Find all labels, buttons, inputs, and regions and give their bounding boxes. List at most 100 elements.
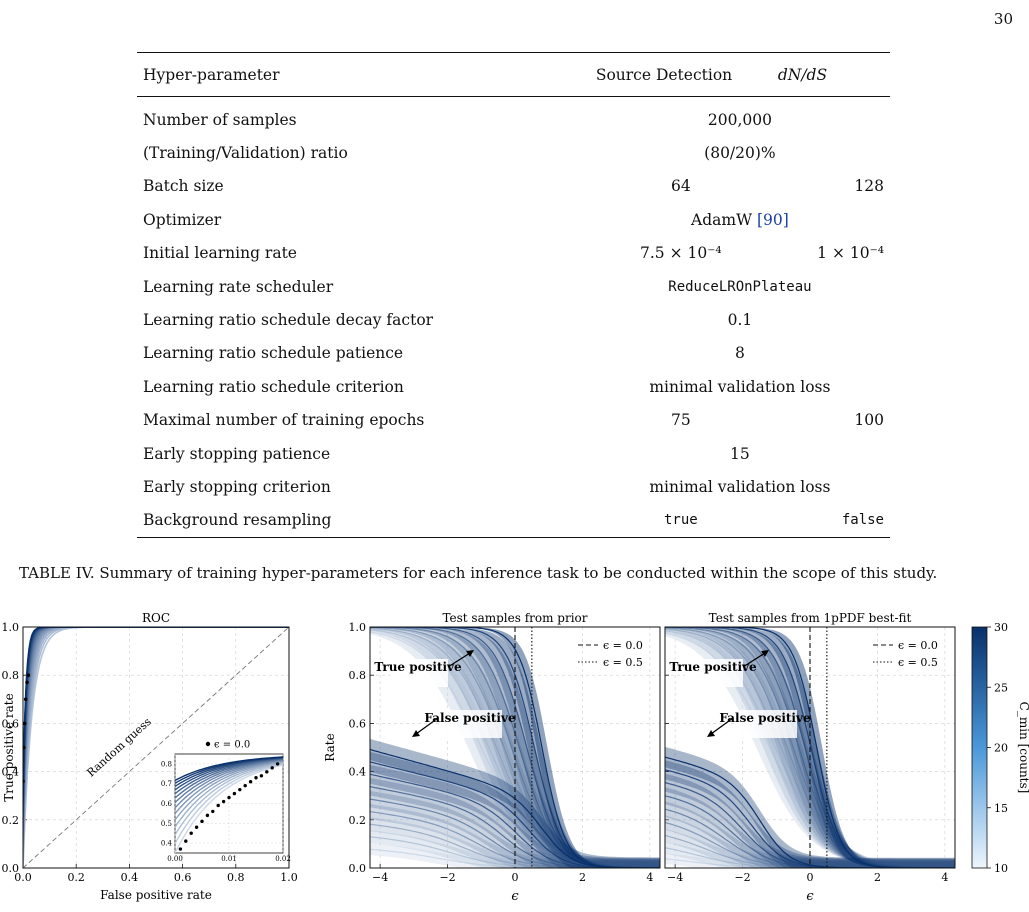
- table-row: (Training/Validation) ratio (80/20)%: [137, 136, 890, 169]
- arrow: [447, 652, 471, 668]
- colorbar-tick-label: 20: [994, 742, 1008, 755]
- x-tick-label: −4: [667, 871, 683, 884]
- inset-point: [275, 762, 280, 766]
- source-detection-cell: 75: [670, 411, 691, 430]
- random-guess-line: [23, 627, 289, 868]
- uncertainty-band: [370, 817, 660, 868]
- value-text: (80/20)%: [704, 144, 776, 163]
- dnds-cell: 100: [854, 411, 884, 430]
- table-row: Learning ratio schedule decay factor 0.1: [137, 303, 890, 336]
- inset-curve: [175, 763, 283, 844]
- inset-point: [221, 799, 226, 804]
- y-axis-label: Rate: [323, 733, 337, 761]
- roc-point: [26, 673, 31, 677]
- value-cell: 0.1: [590, 303, 890, 336]
- value-text: 200,000: [707, 110, 772, 129]
- table-row: Number of samples 200,000: [137, 97, 890, 137]
- value-cell: minimal validation loss: [590, 470, 890, 503]
- x-tick-label: −2: [734, 871, 750, 884]
- value-text: AdamW: [691, 210, 753, 229]
- uncertainty-band: [665, 629, 955, 868]
- table-row: Early stopping criterion minimal validati…: [137, 470, 890, 503]
- y-tick-label: 0.4: [2, 766, 20, 779]
- y-tick-label: 0.0: [2, 862, 20, 875]
- inset-point: [200, 819, 204, 824]
- colorbar: 10 15 20 25 30 C_min [counts]: [971, 621, 1029, 875]
- table-row: Batch size 64 128: [137, 170, 890, 203]
- value-cell: AdamW [90]: [590, 203, 890, 236]
- uncertainty-band: [665, 746, 955, 868]
- arrow-head: [707, 730, 715, 737]
- colorbar-tick-label: 10: [994, 862, 1008, 875]
- inset-curves: [175, 756, 283, 853]
- uncertainty-band: [665, 801, 955, 868]
- value-cell: ReduceLROnPlateau: [590, 270, 890, 303]
- inset-curve: [175, 756, 283, 782]
- rate-line: [665, 769, 955, 868]
- value-cell: 8: [590, 337, 890, 370]
- inset-point: [184, 839, 188, 843]
- uncertainty-band: [665, 828, 955, 868]
- table-row: Initial learning rate 7.5 × 10⁻⁴ 1 × 10⁻⁴: [137, 237, 890, 270]
- table-row: Maximal number of training epochs 75 100: [137, 404, 890, 437]
- param-cell: Learning ratio schedule criterion: [143, 377, 404, 396]
- arrow: [710, 717, 734, 735]
- inset-legend-label: ϵ = 0.0: [214, 740, 250, 751]
- rate-line: [370, 836, 660, 868]
- x-axis-label: ϵ: [511, 889, 519, 904]
- chart-title: Test samples from 1pPDF best-fit: [709, 611, 912, 625]
- header-hyper-parameter: Hyper-parameter: [137, 52, 590, 97]
- chart-title: Test samples from prior: [442, 611, 587, 625]
- table-row: Background resampling true false: [137, 503, 890, 539]
- page-number: 30: [993, 10, 1013, 28]
- true-positive-label: True positive: [374, 660, 462, 674]
- axes-frame: [664, 626, 956, 869]
- random-guess-label: Random guess: [84, 715, 154, 780]
- x-tick-label: −4: [372, 871, 388, 884]
- param-cell: Learning rate scheduler: [143, 277, 334, 296]
- inset-point: [216, 803, 220, 808]
- inset-point: [254, 776, 258, 780]
- y-tick-label: 1.0: [349, 621, 367, 634]
- y-tick-label: 0.0: [349, 862, 367, 875]
- colorbar-tick-label: 30: [994, 621, 1008, 634]
- header-source-detection: Source Detection: [589, 52, 772, 97]
- dnds-cell: 1 × 10⁻⁴: [817, 244, 884, 263]
- roc-panel: 0.0 0.2 0.4 0.6 0.8 1.0 0.0 0.2 0.4 0.6 0.8 1.0 ROC F…: [2, 611, 298, 902]
- x-tick-label: 0: [807, 871, 814, 884]
- uncertainty-band: [370, 777, 660, 868]
- dnds-cell: false: [771, 503, 890, 539]
- rate-line: [665, 756, 955, 868]
- annotation-bg: [440, 710, 502, 738]
- dnds-cell: 128: [854, 177, 884, 196]
- value-text: 0.1: [727, 311, 753, 330]
- inset-point: [265, 770, 269, 774]
- source-detection-cell: 7.5 × 10⁻⁴: [640, 244, 722, 263]
- param-cell: Batch size: [143, 177, 224, 196]
- hyperparameter-table: Hyper-parameter Source Detection dN/dS N…: [137, 52, 890, 539]
- roc-point: [23, 697, 28, 702]
- true-positive-label: True positive: [669, 660, 757, 674]
- y-tick-label: 0.8: [349, 669, 367, 682]
- colorbar-label: C_min [counts]: [1017, 702, 1029, 794]
- colorbar-tick-label: 25: [994, 681, 1008, 694]
- inset-point: [189, 831, 193, 835]
- uncertainty-band: [370, 804, 660, 868]
- param-cell: Background resampling: [137, 503, 590, 539]
- citation-link[interactable]: [90]: [756, 210, 789, 229]
- arrow-head: [466, 650, 474, 657]
- roc-point: [25, 680, 29, 685]
- annotation-bg: [390, 659, 448, 687]
- roc-point: [23, 721, 27, 726]
- inset-point: [270, 766, 274, 770]
- prior-panel: −4 −2 0 2 4 0.0 0.2 0.4 0.6 0.8 1.0 Test samples fr…: [323, 611, 661, 904]
- y-axis-label: True positive rate: [2, 693, 16, 801]
- x-tick-label: 2: [874, 871, 881, 884]
- value-text: 8: [734, 344, 745, 363]
- inset-legend-marker: [205, 741, 211, 747]
- legend-label: ϵ = 0.0: [603, 639, 643, 652]
- inset-point: [232, 791, 237, 796]
- param-cell: Early stopping patience: [143, 444, 331, 463]
- param-cell: Learning ratio schedule patience: [143, 344, 404, 363]
- header-dnds: dN/dS: [771, 52, 890, 97]
